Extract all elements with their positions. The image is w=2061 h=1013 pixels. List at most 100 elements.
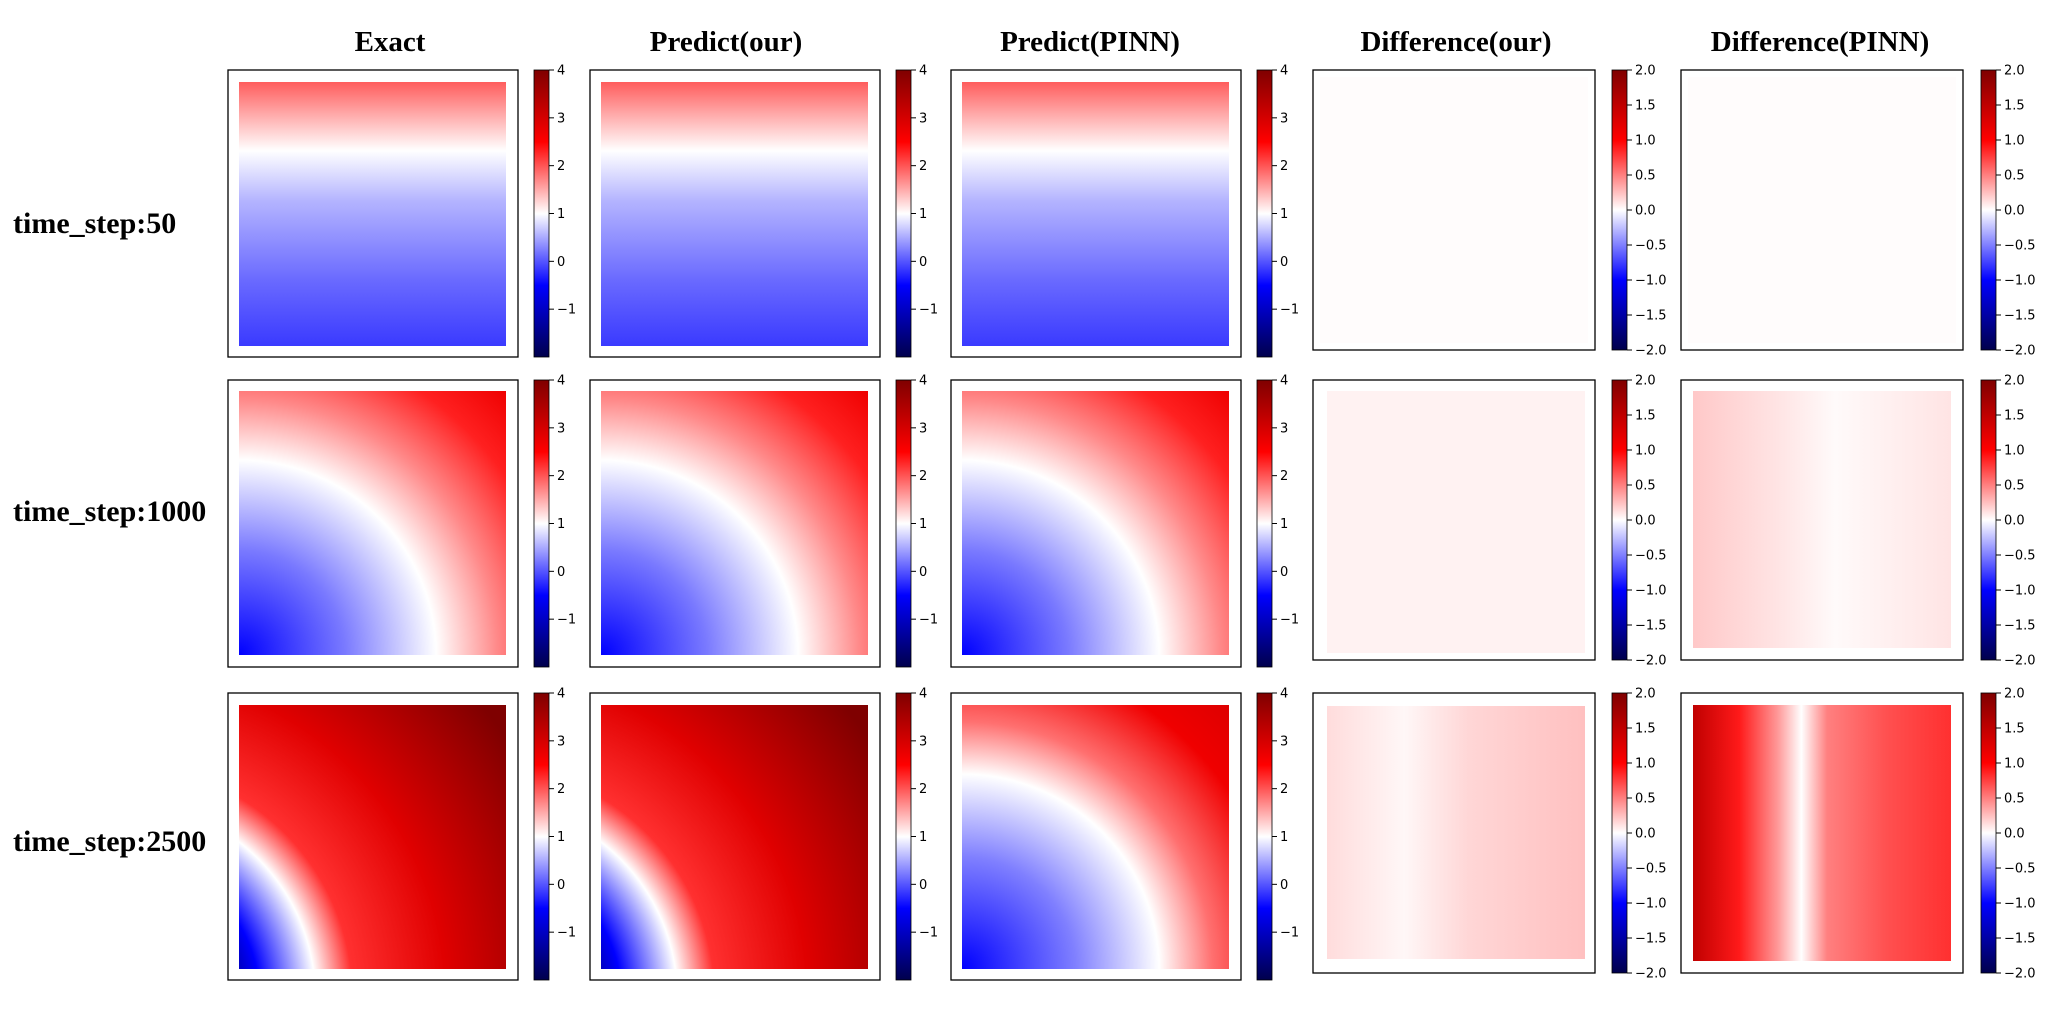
- colorbar-tick-label: −2.0: [2004, 654, 2036, 669]
- colorbar-tick-label: −2.0: [1635, 967, 1667, 982]
- colorbar: [1256, 69, 1273, 358]
- colorbar: [533, 692, 550, 981]
- colorbar-tick-label: −1.0: [2004, 274, 2036, 289]
- colorbar-tick-label: −1.5: [2004, 619, 2036, 634]
- colorbar-tick-label: −1.0: [1635, 897, 1667, 912]
- colorbar-tick-label: 4: [557, 374, 565, 389]
- colorbar-tick-label: 1: [557, 517, 565, 532]
- colorbar-tick-label: 4: [919, 64, 927, 79]
- colorbar-tick-label: 2: [919, 782, 927, 797]
- colorbar-tick-label: 1: [919, 517, 927, 532]
- colorbar-tick-label: −1.5: [1635, 932, 1667, 947]
- colorbar: [1611, 379, 1628, 661]
- colorbar-tick-label: 1.5: [2004, 722, 2025, 737]
- colorbar-tick-label: 0: [557, 255, 565, 270]
- colorbar-tick-label: −1: [557, 613, 576, 628]
- colorbar-tick-label: −1: [557, 926, 576, 941]
- colorbar-tick-label: 3: [1280, 111, 1288, 126]
- colorbar-tick-label: −2.0: [2004, 344, 2036, 359]
- colorbar-tick-label: −1.0: [2004, 897, 2036, 912]
- colorbar-tick-label: −0.5: [2004, 239, 2036, 254]
- colorbar-tick-label: 1: [919, 207, 927, 222]
- colorbar-tick-label: −1.5: [1635, 309, 1667, 324]
- colorbar-tick-label: 0.0: [1635, 827, 1656, 842]
- heatmap-panel: [227, 69, 519, 358]
- column-title: Difference(our): [1360, 26, 1551, 58]
- colorbar: [895, 69, 912, 358]
- colorbar: [1256, 379, 1273, 668]
- row-label: time_step:1000: [13, 495, 206, 528]
- colorbar: [533, 379, 550, 668]
- colorbar-tick-label: 0: [1280, 878, 1288, 893]
- colorbar-tick-label: 2.0: [2004, 64, 2025, 79]
- colorbar-tick-label: −1: [1280, 613, 1299, 628]
- colorbar-tick-label: 1.0: [1635, 444, 1656, 459]
- colorbar-tick-label: 0: [919, 565, 927, 580]
- colorbar-tick-label: 1: [919, 830, 927, 845]
- colorbar-tick-label: 0: [919, 255, 927, 270]
- colorbar-tick-label: 0.5: [1635, 169, 1656, 184]
- colorbar-tick-label: 3: [557, 421, 565, 436]
- colorbar: [533, 69, 550, 358]
- colorbar-tick-label: 2.0: [1635, 64, 1656, 79]
- heatmap-panel: [589, 379, 881, 668]
- row-labels: time_step:50 time_step:1000 time_step:25…: [13, 207, 206, 858]
- colorbar-tick-label: −1: [919, 303, 938, 318]
- colorbar-tick-label: 4: [1280, 687, 1288, 702]
- column-titles: Exact Predict(our) Predict(PINN) Differe…: [355, 26, 1930, 58]
- colorbar-tick-label: 0.5: [2004, 479, 2025, 494]
- colorbar-tick-label: 0.5: [2004, 169, 2025, 184]
- colorbar-tick-label: 0.0: [2004, 514, 2025, 529]
- colorbar-tick-label: 0.5: [2004, 792, 2025, 807]
- heatmap-panel: [227, 379, 519, 668]
- colorbar-tick-label: −2.0: [1635, 344, 1667, 359]
- colorbar: [1611, 692, 1628, 974]
- colorbar: [1611, 69, 1628, 351]
- colorbar-tick-label: 2: [557, 159, 565, 174]
- column-title: Predict(PINN): [1000, 26, 1180, 58]
- colorbar-tick-label: 3: [919, 421, 927, 436]
- heatmap-panel: [1312, 379, 1596, 661]
- colorbar: [895, 379, 912, 668]
- colorbar-tick-label: 0.0: [1635, 514, 1656, 529]
- colorbar-tick-label: 0.0: [2004, 204, 2025, 219]
- colorbar-tick-label: 3: [919, 734, 927, 749]
- colorbar-tick-label: −1.5: [2004, 932, 2036, 947]
- colorbar-tick-label: 2.0: [2004, 374, 2025, 389]
- colorbar-tick-label: 4: [919, 374, 927, 389]
- colorbar-tick-label: −1.5: [1635, 619, 1667, 634]
- colorbar-tick-label: −0.5: [1635, 862, 1667, 877]
- colorbar-tick-label: 1.0: [2004, 757, 2025, 772]
- heatmap-panel: [1312, 692, 1596, 974]
- colorbar-tick-label: 3: [1280, 421, 1288, 436]
- colorbar-tick-label: 4: [557, 687, 565, 702]
- row-label: time_step:50: [13, 207, 176, 240]
- colorbar-tick-label: −1.0: [2004, 584, 2036, 599]
- colorbar-tick-label: 2: [1280, 782, 1288, 797]
- colorbar: [895, 692, 912, 981]
- colorbar-tick-label: −0.5: [2004, 549, 2036, 564]
- colorbar: [1980, 69, 1997, 351]
- colorbar-tick-label: 0.0: [1635, 204, 1656, 219]
- heatmap-panel: [950, 692, 1242, 981]
- colorbar-tick-label: −0.5: [2004, 862, 2036, 877]
- colorbar-tick-label: 1: [1280, 830, 1288, 845]
- heatmap-panel: [1312, 69, 1596, 351]
- colorbar-tick-label: −1.5: [2004, 309, 2036, 324]
- colorbar-tick-label: −2.0: [1635, 654, 1667, 669]
- colorbar-tick-label: 0: [1280, 255, 1288, 270]
- colorbar-tick-label: 0: [557, 565, 565, 580]
- colorbar-tick-label: 3: [557, 111, 565, 126]
- colorbar: [1980, 692, 1997, 974]
- colorbar-tick-label: 4: [1280, 374, 1288, 389]
- colorbar-tick-label: 4: [1280, 64, 1288, 79]
- colorbar-tick-label: 2: [919, 469, 927, 484]
- heatmap-panel: [1680, 692, 1964, 974]
- colorbar-tick-label: 2.0: [1635, 687, 1656, 702]
- colorbar-tick-label: 1.0: [2004, 444, 2025, 459]
- colorbar-tick-label: 0: [919, 878, 927, 893]
- colorbar-tick-label: 1.0: [1635, 757, 1656, 772]
- colorbars: [533, 69, 1997, 981]
- colorbar-tick-label: 3: [1280, 734, 1288, 749]
- colorbar-tick-label: −1.0: [1635, 584, 1667, 599]
